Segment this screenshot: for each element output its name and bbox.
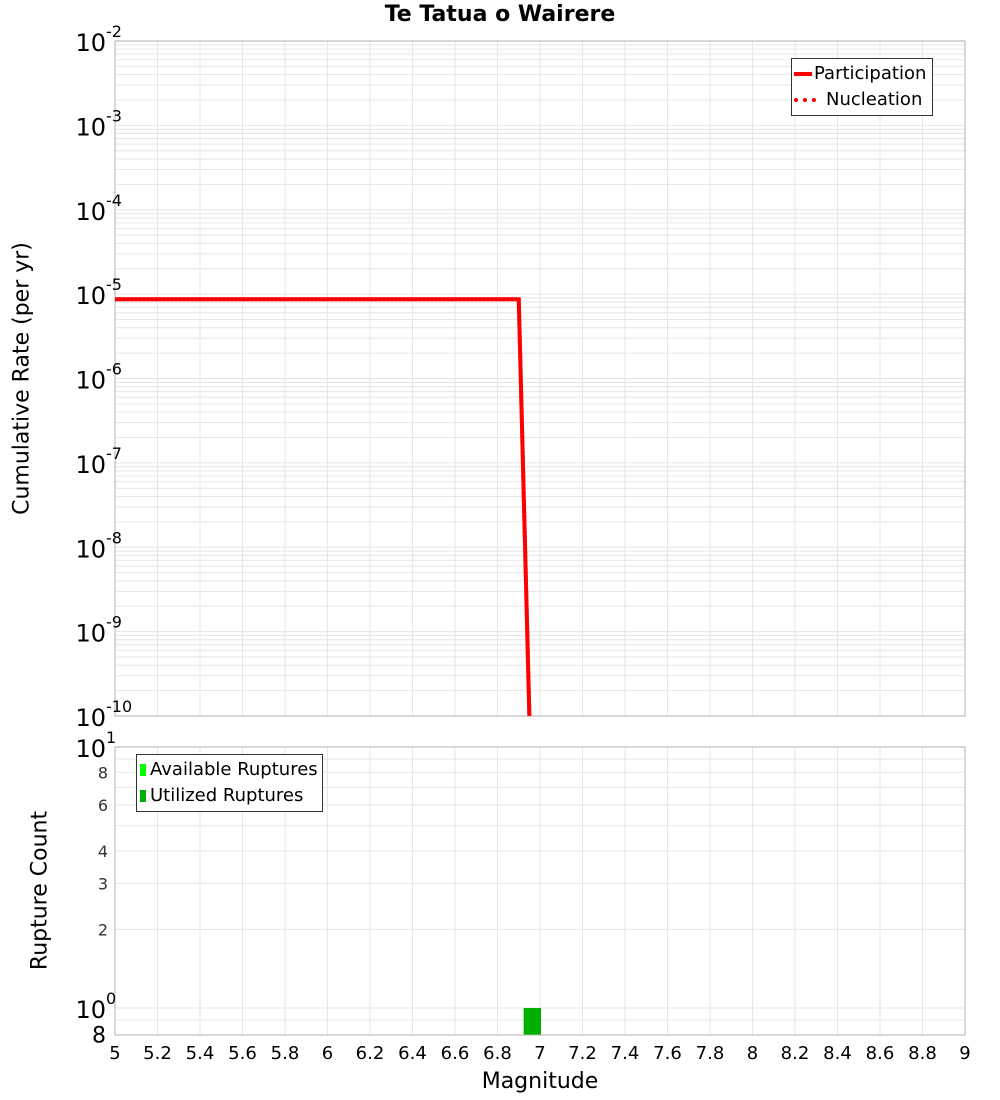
x-tick-label: 8.2: [781, 1043, 810, 1064]
x-tick-label: 7: [534, 1043, 545, 1064]
y-tick-label: 10: [75, 996, 106, 1024]
y-tick-exponent: -9: [106, 613, 122, 632]
legend-item-participation: Participation: [794, 61, 926, 87]
x-tick-label: 6.2: [356, 1043, 385, 1064]
y-tick-exponent: 1: [106, 728, 116, 747]
x-axis-label: Magnitude: [481, 1069, 599, 1094]
dotted-line-swatch-icon: [794, 98, 816, 102]
utilized-ruptures-bar: [523, 1008, 541, 1035]
y-tick-label: 10: [75, 29, 106, 57]
y-tick-label: 6: [98, 796, 108, 815]
x-tick-label: 5.4: [186, 1043, 215, 1064]
y-tick-exponent: -7: [106, 444, 122, 463]
y-tick-label: 10: [75, 620, 106, 648]
x-tick-label: 5.8: [271, 1043, 300, 1064]
rate-plot-frame: [114, 40, 966, 717]
y-tick-exponent: -10: [106, 697, 132, 716]
y-tick-exponent: -5: [106, 275, 122, 294]
y-tick-label: 4: [98, 842, 108, 861]
legend-item-nucleation: Nucleation: [794, 87, 926, 113]
x-tick-label: 7.6: [653, 1043, 682, 1064]
x-tick-label: 7.8: [696, 1043, 725, 1064]
x-tick-label: 5.2: [143, 1043, 172, 1064]
rupture-gridlines: [115, 747, 966, 1035]
x-tick-label: 6.8: [483, 1043, 512, 1064]
y-tick-label: 10: [75, 367, 106, 395]
x-tick-label: 5.6: [228, 1043, 257, 1064]
x-tick-label: 8.4: [823, 1043, 852, 1064]
y-tick-exponent: -8: [106, 528, 122, 547]
y-tick-exponent: -4: [106, 191, 122, 210]
x-tick-label: 6: [322, 1043, 333, 1064]
x-tick-label: 9: [959, 1043, 970, 1064]
x-tick-label: 6.6: [441, 1043, 470, 1064]
chart-title: Te Tatua o Wairere: [384, 2, 616, 27]
y-tick-exponent: -3: [106, 106, 122, 125]
y-tick-label: 10: [75, 735, 106, 763]
y-tick-label: 10: [75, 198, 106, 226]
solid-line-swatch-icon: [794, 72, 812, 76]
bottom-y-axis-label: Rupture Count: [27, 810, 53, 971]
x-tick-label: 8: [747, 1043, 758, 1064]
y-tick-label: 10: [75, 535, 106, 563]
x-tick-label: 8.8: [908, 1043, 937, 1064]
legend-item-available: Available Ruptures: [140, 757, 318, 783]
y-tick-label: 10: [75, 282, 106, 310]
y-tick-label: 10: [75, 704, 106, 732]
y-tick-exponent: -6: [106, 360, 122, 379]
legend-item-utilized: Utilized Ruptures: [140, 783, 318, 809]
y-tick-label: 8: [92, 1023, 106, 1048]
rupture-plot-frame: [114, 746, 966, 1036]
y-tick-label: 10: [75, 113, 106, 141]
y-tick-label: 8: [98, 763, 108, 782]
y-tick-exponent: -2: [106, 22, 122, 41]
nucleation-series: [115, 297, 532, 717]
rate-gridlines: [115, 41, 966, 717]
y-tick-exponent: 0: [106, 989, 116, 1008]
x-tick-label: 7.4: [611, 1043, 640, 1064]
x-tick-label: 6.4: [398, 1043, 427, 1064]
y-tick-label: 10: [75, 451, 106, 479]
participation-series: [115, 297, 532, 717]
x-tick-label: 8.6: [866, 1043, 895, 1064]
x-tick-label: 5: [109, 1043, 120, 1064]
rupture-legend: Available Ruptures Utilized Ruptures: [136, 754, 323, 812]
available-swatch-icon: [140, 764, 146, 776]
top-y-axis-label: Cumulative Rate (per yr): [9, 242, 35, 515]
x-tick-label: 7.2: [568, 1043, 597, 1064]
rate-legend: Participation Nucleation: [791, 58, 934, 116]
y-tick-label: 3: [98, 874, 108, 893]
utilized-swatch-icon: [140, 790, 146, 802]
y-tick-label: 2: [98, 920, 108, 939]
